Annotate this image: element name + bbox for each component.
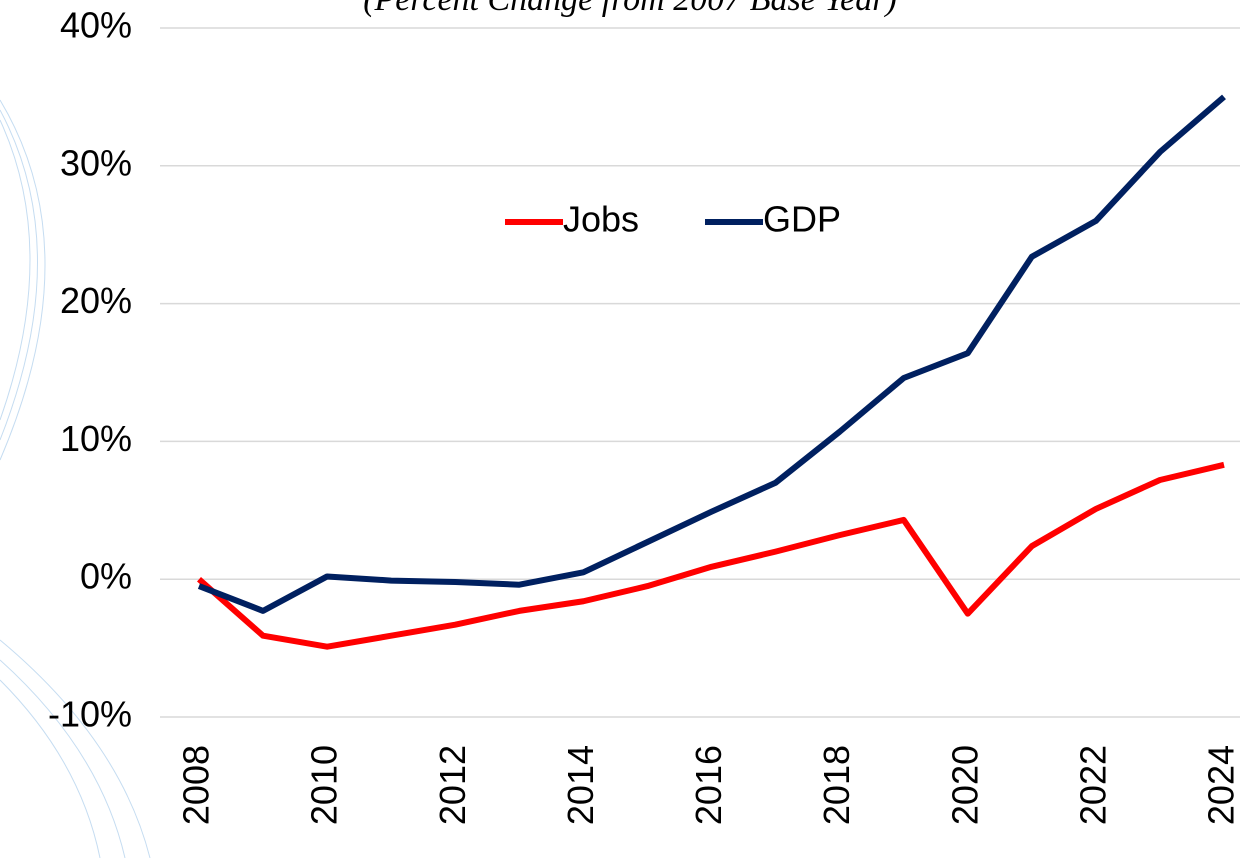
y-tick-label: 0% bbox=[80, 556, 132, 597]
legend-label: GDP bbox=[763, 199, 841, 240]
x-tick-label: 2022 bbox=[1072, 745, 1113, 825]
decoration bbox=[0, 100, 150, 858]
x-tick-label: 2024 bbox=[1201, 745, 1242, 825]
y-tick-label: 20% bbox=[60, 280, 132, 321]
x-tick-label: 2010 bbox=[304, 745, 345, 825]
y-tick-label: 10% bbox=[60, 418, 132, 459]
x-tick-label: 2014 bbox=[560, 745, 601, 825]
x-tick-label: 2008 bbox=[176, 745, 217, 825]
line-series bbox=[199, 97, 1224, 611]
chart: (Percent Change from 2007 Base Year) -10… bbox=[0, 0, 1243, 858]
line-series bbox=[199, 465, 1224, 647]
x-tick-label: 2012 bbox=[432, 745, 473, 825]
y-tick-label: 30% bbox=[60, 142, 132, 183]
x-tick-label: 2020 bbox=[944, 745, 985, 825]
y-tick-label: 40% bbox=[60, 5, 132, 46]
chart-subtitle: (Percent Change from 2007 Base Year) bbox=[363, 0, 897, 18]
legend-label: Jobs bbox=[563, 199, 639, 240]
x-tick-label: 2016 bbox=[688, 745, 729, 825]
y-tick-label: -10% bbox=[48, 694, 132, 735]
x-tick-label: 2018 bbox=[816, 745, 857, 825]
